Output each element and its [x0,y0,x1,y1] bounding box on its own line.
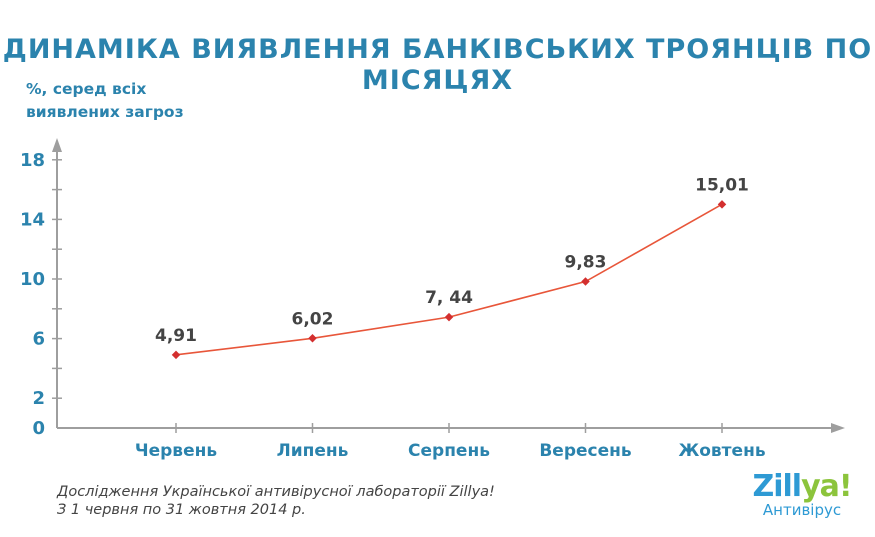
data-label: 4,91 [155,326,197,346]
footnote-line-2: З 1 червня по 31 жовтня 2014 р. [57,502,306,518]
y-tick-label: 10 [20,269,45,290]
x-tick-label: Жовтень [678,441,765,461]
y-axis-label-line-2: виявлених загроз [26,103,184,121]
y-axis-label-line-1: %, серед всіх [26,80,147,98]
y-tick-label: 14 [20,209,45,230]
y-tick-label: 0 [32,418,45,439]
data-point [717,200,727,209]
data-point [308,334,317,343]
x-tick-label: Вересень [539,441,631,461]
data-point [581,277,590,286]
logo-word-part-2: ya! [801,469,852,504]
y-tick-label: 18 [20,150,45,171]
logo-subtitle: Антивірус [762,501,842,519]
y-tick-label: 2 [32,388,45,409]
x-tick-label: Серпень [408,441,490,461]
zillya-logo: Zillya! Антивірус [752,472,852,519]
data-label: 9,83 [565,253,607,273]
x-tick-label: Червень [135,441,217,461]
data-label: 15,01 [695,175,749,195]
data-label: 6,02 [292,309,334,329]
chart-title: ДИНАМІКА ВИЯВЛЕННЯ БАНКІВСЬКИХ ТРОЯНЦІВ … [2,34,873,96]
series-line [175,203,723,356]
x-tick-label: Липень [277,441,349,461]
y-axis-label: %, серед всіх виявлених загроз [26,78,226,124]
footnote-line-1: Дослідження Української антивірусної лаб… [57,484,495,500]
y-axis-arrow [52,138,62,152]
logo-word-part-1: Zill [752,469,802,504]
data-point [171,350,181,360]
logo-wordmark: Zillya! [752,472,852,502]
data-point [444,312,454,322]
x-axis-arrow [831,423,845,433]
y-tick-label: 6 [32,329,45,350]
footnote: Дослідження Української антивірусної лаб… [57,483,495,519]
data-label: 7, 44 [425,288,473,308]
